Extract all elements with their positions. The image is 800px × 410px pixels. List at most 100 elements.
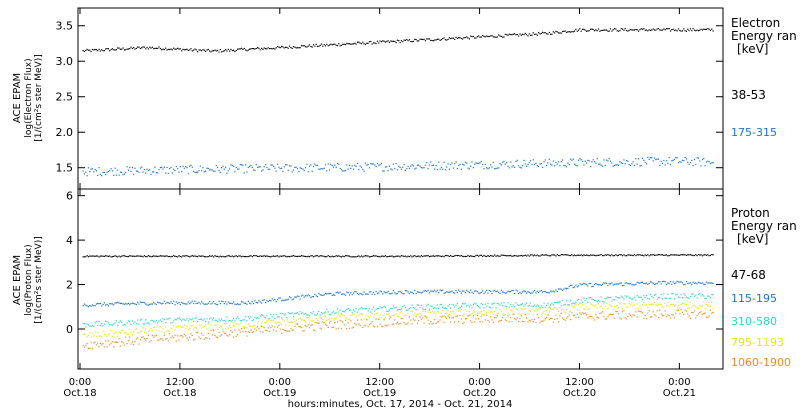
proton-data-point xyxy=(114,332,116,334)
proton-data-point xyxy=(628,254,630,256)
proton-data-point xyxy=(214,334,216,337)
electron-data-point xyxy=(117,47,119,49)
proton-data-point xyxy=(274,326,276,328)
proton-data-point xyxy=(90,305,92,307)
proton-data-point xyxy=(134,321,136,323)
proton-data-point xyxy=(133,331,135,333)
proton-data-point xyxy=(334,312,336,314)
electron-data-point xyxy=(492,161,494,164)
proton-data-point xyxy=(294,312,296,315)
electron-data-point xyxy=(500,35,502,37)
proton-data-point xyxy=(592,304,594,306)
proton-data-point xyxy=(550,255,552,257)
electron-data-point xyxy=(111,170,113,172)
electron-legend-entry-1: 38-53 xyxy=(731,88,766,102)
proton-data-point xyxy=(617,254,620,256)
proton-data-point xyxy=(668,305,670,307)
proton-data-point xyxy=(265,329,267,331)
proton-data-point xyxy=(219,325,221,327)
proton-data-point xyxy=(195,255,197,257)
electron-data-point xyxy=(166,49,168,51)
proton-data-point xyxy=(394,307,396,309)
proton-data-point xyxy=(679,306,681,308)
proton-data-point xyxy=(339,255,341,258)
proton-data-point xyxy=(700,254,702,256)
electron-data-point xyxy=(578,159,580,161)
electron-data-point xyxy=(677,28,680,30)
proton-data-point xyxy=(664,297,666,299)
proton-data-point xyxy=(241,320,243,322)
proton-data-point xyxy=(351,327,353,329)
proton-data-point xyxy=(619,317,621,319)
proton-data-point xyxy=(364,315,367,317)
proton-data-point xyxy=(487,311,489,313)
proton-data-point xyxy=(351,312,353,314)
proton-data-point xyxy=(282,313,284,315)
proton-data-point xyxy=(85,333,87,335)
electron-data-point xyxy=(635,158,637,160)
proton-data-point xyxy=(287,298,289,300)
proton-data-point xyxy=(278,297,280,299)
proton-data-point xyxy=(696,255,698,257)
electron-data-point xyxy=(696,29,698,31)
proton-data-point xyxy=(308,322,311,324)
proton-data-point xyxy=(360,319,363,321)
proton-data-point xyxy=(99,303,101,305)
proton-data-point xyxy=(324,315,327,317)
proton-data-point xyxy=(700,282,702,284)
electron-data-point xyxy=(285,164,287,166)
electron-data-point xyxy=(402,166,404,168)
electron-data-point xyxy=(303,45,305,47)
electron-data-point xyxy=(637,30,640,32)
electron-data-point xyxy=(147,169,149,172)
electron-data-point xyxy=(162,48,164,50)
proton-data-point xyxy=(330,320,332,322)
electron-data-point xyxy=(603,29,605,31)
proton-data-point xyxy=(595,299,597,302)
proton-data-point xyxy=(684,294,686,296)
proton-data-point xyxy=(179,325,181,327)
proton-data-point xyxy=(598,317,600,319)
electron-data-point xyxy=(170,48,172,50)
proton-data-point xyxy=(657,303,660,305)
proton-data-point xyxy=(422,317,424,319)
proton-data-point xyxy=(99,335,101,337)
proton-data-point xyxy=(303,255,305,257)
proton-data-point xyxy=(146,322,148,324)
electron-data-point xyxy=(661,162,664,164)
proton-data-point xyxy=(408,316,410,318)
electron-data-point xyxy=(685,158,688,160)
proton-data-point xyxy=(496,290,498,292)
proton-data-point xyxy=(448,317,450,319)
proton-data-point xyxy=(439,316,441,318)
proton-data-point xyxy=(343,324,345,326)
proton-data-point xyxy=(442,289,444,291)
proton-data-point xyxy=(423,255,425,257)
proton-data-point xyxy=(636,316,638,318)
proton-data-point xyxy=(159,338,161,340)
proton-data-point xyxy=(482,255,484,257)
proton-data-point xyxy=(470,320,472,322)
proton-data-point xyxy=(155,329,157,331)
proton-data-point xyxy=(566,317,568,319)
proton-data-point xyxy=(331,326,333,329)
proton-data-point xyxy=(290,297,292,299)
proton-data-point xyxy=(519,318,521,320)
electron-data-point xyxy=(562,159,564,161)
proton-data-point xyxy=(462,303,464,305)
proton-data-point xyxy=(512,313,514,316)
electron-data-point xyxy=(285,46,287,48)
proton-data-point xyxy=(406,290,408,292)
proton-data-point xyxy=(652,303,654,305)
proton-data-point xyxy=(151,303,153,305)
proton-data-point xyxy=(547,292,549,294)
proton-data-point xyxy=(602,307,604,309)
proton-data-point xyxy=(466,305,468,307)
proton-data-point xyxy=(316,319,319,321)
electron-data-point xyxy=(482,34,484,37)
proton-data-point xyxy=(206,337,208,339)
electron-data-point xyxy=(538,32,540,34)
proton-data-point xyxy=(653,284,656,286)
electron-y-tick-label: 1.5 xyxy=(56,162,74,175)
electron-series-layer xyxy=(82,28,714,177)
